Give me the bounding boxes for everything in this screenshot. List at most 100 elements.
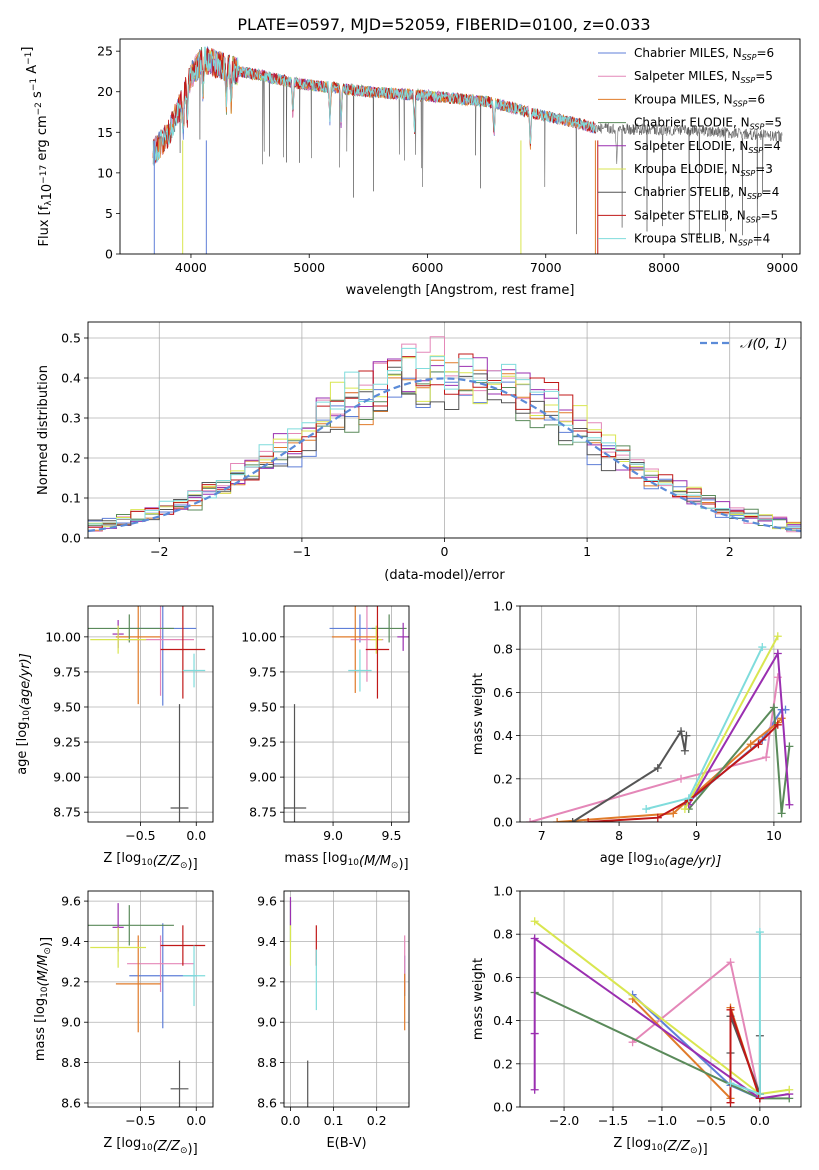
weight-point xyxy=(758,643,767,652)
legend-entry-name: Salpeter MILES, N xyxy=(634,69,741,83)
panel-mass_vs_ebv: 0.0 0.1 0.2 8.6 8.8 9.0 9.2 9.4 9.6 E(B-V) xyxy=(257,890,410,1151)
legend-entry-name: Salpeter ELODIE, N xyxy=(634,139,748,153)
x-axis-label-part: (Z/Z xyxy=(663,1139,691,1154)
axes-frame xyxy=(119,38,801,255)
plot-area xyxy=(88,322,801,538)
y-axis-label-part: λ xyxy=(44,200,54,206)
panel-mass_vs_Z: −0.5 0.08.68.89.09.29.49.6Z [log10(Z/Z⊙)]… xyxy=(33,890,214,1157)
y-tick-label: 9.4 xyxy=(257,934,277,949)
legend-entry-count: =5 xyxy=(764,116,782,130)
x-axis-label-part: 10 xyxy=(141,858,153,868)
plot-area xyxy=(520,606,801,822)
legend-entry-name: Kroupa STELIB, N xyxy=(634,232,738,246)
y-axis-label-part: age [log xyxy=(15,722,30,775)
plot-area xyxy=(520,891,801,1107)
y-tick-label: 0.2 xyxy=(493,1056,513,1071)
axes-frame xyxy=(283,605,410,823)
weight-point xyxy=(653,764,662,772)
legend-entry-sub: SSP xyxy=(741,169,756,178)
y-tick-label: 0.8 xyxy=(493,642,513,657)
x-tick-label: 9.0 xyxy=(323,828,343,843)
x-axis-label: Z [log10(Z/Z⊙)] xyxy=(613,1136,707,1157)
y-axis-label-part: A xyxy=(25,65,40,78)
x-tick-label: 2 xyxy=(726,544,734,559)
x-tick-label: 0.0 xyxy=(281,1113,301,1128)
legend-entry: Salpeter MILES, NSSP=5 xyxy=(634,69,773,85)
legend-entry-count: =6 xyxy=(756,46,774,60)
axes-frame xyxy=(519,605,802,823)
y-tick-label: 0.6 xyxy=(493,685,513,700)
weight-point xyxy=(680,805,689,814)
axes-frame xyxy=(87,890,214,1108)
y-tick-label: 9.50 xyxy=(249,699,277,714)
y-axis-label-part: Flux [f xyxy=(37,205,52,246)
legend: 𝒩(0, 1) xyxy=(700,337,787,352)
legend-entry-name: Salpeter STELIB, N xyxy=(634,208,746,222)
legend-entry-count: =4 xyxy=(753,232,771,246)
y-tick-label: 8.6 xyxy=(61,1095,81,1110)
y-tick-label: 10.00 xyxy=(241,629,277,644)
legend-entry-sub: SSP xyxy=(746,215,761,224)
legend-entry: Salpeter STELIB, NSSP=5 xyxy=(634,208,778,224)
x-tick-label: 0 xyxy=(441,544,449,559)
axes-frame xyxy=(519,890,802,1108)
y-tick-label: 0.0 xyxy=(61,531,81,546)
weight-point xyxy=(677,727,686,736)
y-tick-label: 5 xyxy=(105,206,113,221)
weight-point xyxy=(653,813,662,822)
y-tick-label: 1.0 xyxy=(493,884,513,899)
plot-area xyxy=(284,891,409,1107)
legend-entry-name: Chabrier STELIB, N xyxy=(634,185,747,199)
x-tick-label: −1.5 xyxy=(598,1113,628,1128)
x-axis-label-part: 10 xyxy=(141,1143,153,1153)
y-tick-label: 9.6 xyxy=(61,894,81,909)
x-tick-label: 10 xyxy=(766,828,782,843)
data-marks xyxy=(284,606,409,822)
x-tick-label: 8 xyxy=(615,828,623,843)
x-tick-label: −1 xyxy=(293,544,311,559)
weight-point xyxy=(773,632,782,641)
x-tick-label: 9.5 xyxy=(382,828,402,843)
x-axis-label-part: (Z/Z xyxy=(153,1139,181,1154)
y-tick-label: 9.75 xyxy=(53,664,81,679)
x-tick-label: −2.0 xyxy=(549,1113,579,1128)
y-tick-label: 8.8 xyxy=(61,1055,81,1070)
weight-point xyxy=(684,794,693,803)
y-tick-label: 10 xyxy=(97,165,113,180)
y-axis-label-part: s xyxy=(30,91,45,102)
y-axis-label-part: mass [log xyxy=(33,998,48,1061)
y-tick-label: 0.5 xyxy=(61,331,81,346)
legend-entry: Chabrier STELIB, NSSP=4 xyxy=(634,185,779,201)
x-tick-label: −1.0 xyxy=(647,1113,677,1128)
weight-point xyxy=(726,1079,735,1088)
y-tick-label: 10.00 xyxy=(45,629,81,644)
y-axis-label-part: 10 xyxy=(40,986,50,998)
y-tick-label: 9.25 xyxy=(249,735,277,750)
x-axis-label: age [log10(age/yr)] xyxy=(600,851,722,869)
x-axis-label-part: Z [log xyxy=(103,851,141,866)
legend-entry-sub: SSP xyxy=(733,99,748,108)
legend-entry: Kroupa STELIB, NSSP=4 xyxy=(634,232,770,248)
y-tick-label: 0.8 xyxy=(493,927,513,942)
y-axis-label-part: ] xyxy=(20,47,35,52)
x-axis-label: Z [log10(Z/Z⊙)] xyxy=(103,851,197,872)
weight-point xyxy=(777,809,786,818)
x-axis-label-part: mass [log xyxy=(284,851,347,866)
y-tick-label: 1.0 xyxy=(493,599,513,614)
x-axis-label-part: Z [log xyxy=(613,1136,651,1151)
weight-point xyxy=(682,731,691,740)
x-axis-label: (data-model)/error xyxy=(384,568,505,583)
legend-entry-count: =5 xyxy=(760,208,778,222)
plot-area xyxy=(88,606,213,822)
y-axis-label-part: (age/yr)] xyxy=(18,653,33,710)
data-marks xyxy=(88,336,801,533)
x-axis-label-part: ⊙ xyxy=(690,1146,698,1156)
weight-point xyxy=(773,649,782,658)
y-tick-label: 0.3 xyxy=(61,411,81,426)
y-tick-label: 9.0 xyxy=(61,1015,81,1030)
weight-point xyxy=(680,746,689,755)
x-tick-label: 7000 xyxy=(530,260,562,275)
weight-point xyxy=(785,800,794,809)
y-axis-label-part: −2 xyxy=(34,102,44,115)
